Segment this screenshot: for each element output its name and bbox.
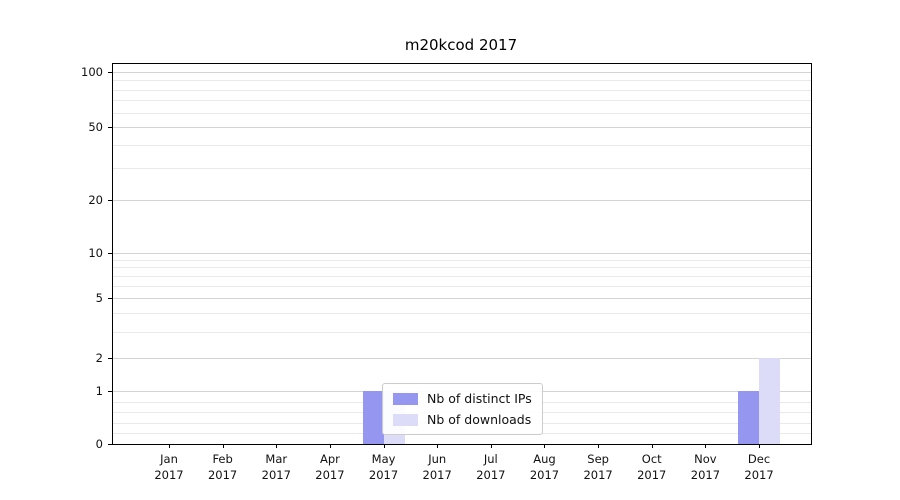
gridline-y-10 xyxy=(113,252,811,254)
y-tick-label-10: 10 xyxy=(88,245,103,260)
x-tick-mark xyxy=(222,444,224,448)
gridline-y-90 xyxy=(113,80,811,82)
y-tick-label-1: 1 xyxy=(95,384,103,399)
bar-nb-of-distinct-ips-dec xyxy=(738,391,760,444)
x-tick-mark xyxy=(329,444,331,448)
x-tick-label-oct: Oct 2017 xyxy=(637,452,667,482)
legend-swatch-downloads-icon xyxy=(393,413,418,426)
gridline-y-4 xyxy=(113,312,811,314)
y-tick-mark xyxy=(108,200,112,202)
x-tick-label-jan: Jan 2017 xyxy=(154,452,184,482)
x-tick-mark xyxy=(169,444,170,448)
legend-label-distinct-ips: Nb of distinct IPs xyxy=(427,391,532,406)
y-tick-mark xyxy=(108,444,112,445)
gridline-y-6 xyxy=(113,286,811,288)
chart-title: m20kcod 2017 xyxy=(404,36,518,54)
gridline-y-5 xyxy=(113,298,811,300)
x-tick-mark xyxy=(276,444,278,448)
y-tick-mark xyxy=(108,391,112,393)
bar-nb-of-downloads-dec xyxy=(759,358,781,444)
x-tick-label-apr: Apr 2017 xyxy=(315,452,345,482)
x-tick-mark xyxy=(705,444,707,448)
legend: Nb of distinct IPs Nb of downloads xyxy=(382,383,543,435)
x-tick-mark xyxy=(598,444,600,448)
x-tick-label-dec: Dec 2017 xyxy=(744,452,774,482)
y-tick-label-100: 100 xyxy=(81,64,103,79)
x-tick-mark xyxy=(383,444,385,448)
x-tick-label-may: May 2017 xyxy=(368,452,399,482)
x-tick-mark xyxy=(490,444,492,448)
bar-nb-of-distinct-ips-may xyxy=(362,391,384,444)
legend-label-downloads: Nb of downloads xyxy=(427,412,532,427)
x-tick-label-aug: Aug 2017 xyxy=(529,452,560,482)
x-tick-label-jul: Jul 2017 xyxy=(476,452,506,482)
y-tick-label-50: 50 xyxy=(88,120,103,135)
y-tick-mark xyxy=(108,252,112,254)
x-tick-mark xyxy=(544,444,546,448)
x-tick-label-sep: Sep 2017 xyxy=(583,452,613,482)
y-tick-mark xyxy=(108,127,112,129)
gridline-y-9 xyxy=(113,259,811,261)
y-tick-label-0: 0 xyxy=(95,437,103,451)
y-tick-mark xyxy=(108,298,112,300)
gridline-y-70 xyxy=(113,100,811,102)
gridline-y-60 xyxy=(113,112,811,114)
legend-swatch-distinct-ips-icon xyxy=(393,392,418,405)
x-tick-label-jun: Jun 2017 xyxy=(422,452,452,482)
plot-area: Nb of distinct IPs Nb of downloads 0 1 2 5 1… xyxy=(81,63,812,482)
y-tick-label-2: 2 xyxy=(95,351,103,366)
y-tick-mark xyxy=(108,358,112,360)
gridline-y-30 xyxy=(113,167,811,169)
legend-entry-downloads: Nb of downloads xyxy=(393,412,532,427)
x-tick-label-mar: Mar 2017 xyxy=(261,452,291,482)
gridline-y-100 xyxy=(113,71,811,73)
gridline-y-20 xyxy=(113,200,811,202)
y-tick-label-5: 5 xyxy=(95,291,103,306)
x-tick-label-nov: Nov 2017 xyxy=(690,452,721,482)
x-tick-label-feb: Feb 2017 xyxy=(207,452,238,482)
x-tick-mark xyxy=(651,444,653,448)
gridline-y-2 xyxy=(113,358,811,360)
gridline-y-40 xyxy=(113,144,811,146)
legend-entry-distinct-ips: Nb of distinct IPs xyxy=(393,391,532,406)
gridline-y-7 xyxy=(113,276,811,278)
gridline-y-50 xyxy=(113,127,811,129)
y-tick-mark xyxy=(108,71,112,73)
gridline-y-3 xyxy=(113,331,811,333)
y-tick-label-20: 20 xyxy=(88,193,103,208)
x-tick-mark xyxy=(437,444,439,448)
x-tick-mark xyxy=(759,444,761,448)
gridline-y-8 xyxy=(113,267,811,269)
gridline-y-80 xyxy=(113,89,811,91)
